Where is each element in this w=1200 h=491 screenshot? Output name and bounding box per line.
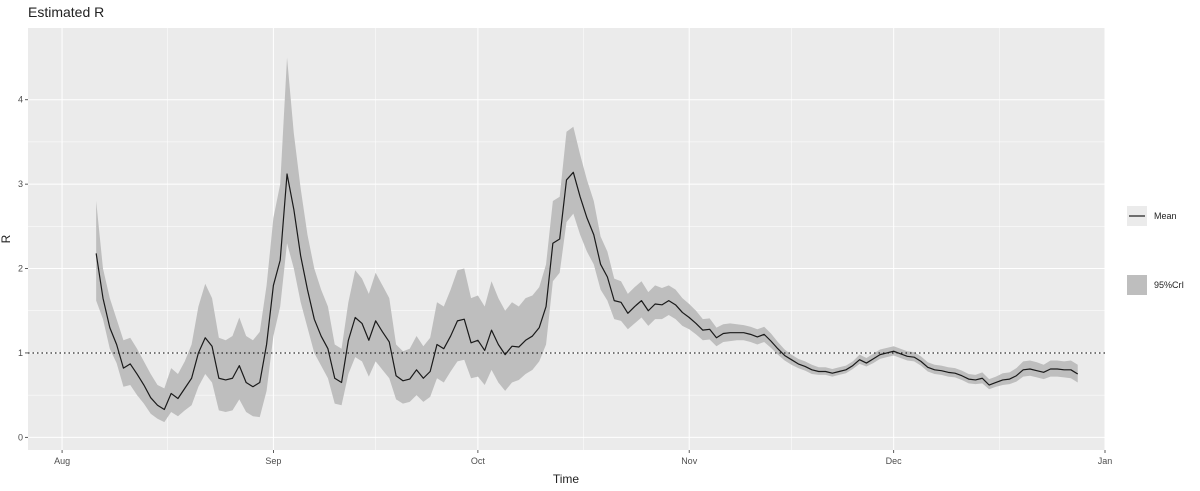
x-axis-title: Time [553, 472, 580, 486]
x-tick-label: Oct [471, 456, 486, 466]
credible-interval-band [96, 57, 1078, 423]
mean-line [95, 171, 1079, 411]
chart-title: Estimated R [28, 4, 104, 20]
x-tick-label: Sep [265, 456, 281, 466]
x-tick-label: Jan [1098, 456, 1113, 466]
x-tick-label: Dec [886, 456, 903, 466]
y-tick-label: 4 [18, 95, 23, 105]
legend: Mean 95%CrI [1127, 206, 1184, 295]
x-tick-label: Aug [54, 456, 70, 466]
y-tick-label: 2 [18, 264, 23, 274]
y-axis-title: R [0, 234, 13, 243]
y-tick-label: 3 [18, 179, 23, 189]
y-tick-label: 1 [18, 348, 23, 358]
x-tick-label: Nov [681, 456, 698, 466]
y-tick-label: 0 [18, 432, 23, 442]
y-axis: 0 1 2 3 4 [18, 95, 28, 442]
legend-label-mean: Mean [1154, 211, 1177, 221]
legend-key-band [1127, 275, 1147, 295]
plot-panel [28, 28, 1105, 450]
x-axis: Aug Sep Oct Nov Dec Jan [54, 450, 1112, 466]
legend-label-band: 95%CrI [1154, 280, 1184, 290]
